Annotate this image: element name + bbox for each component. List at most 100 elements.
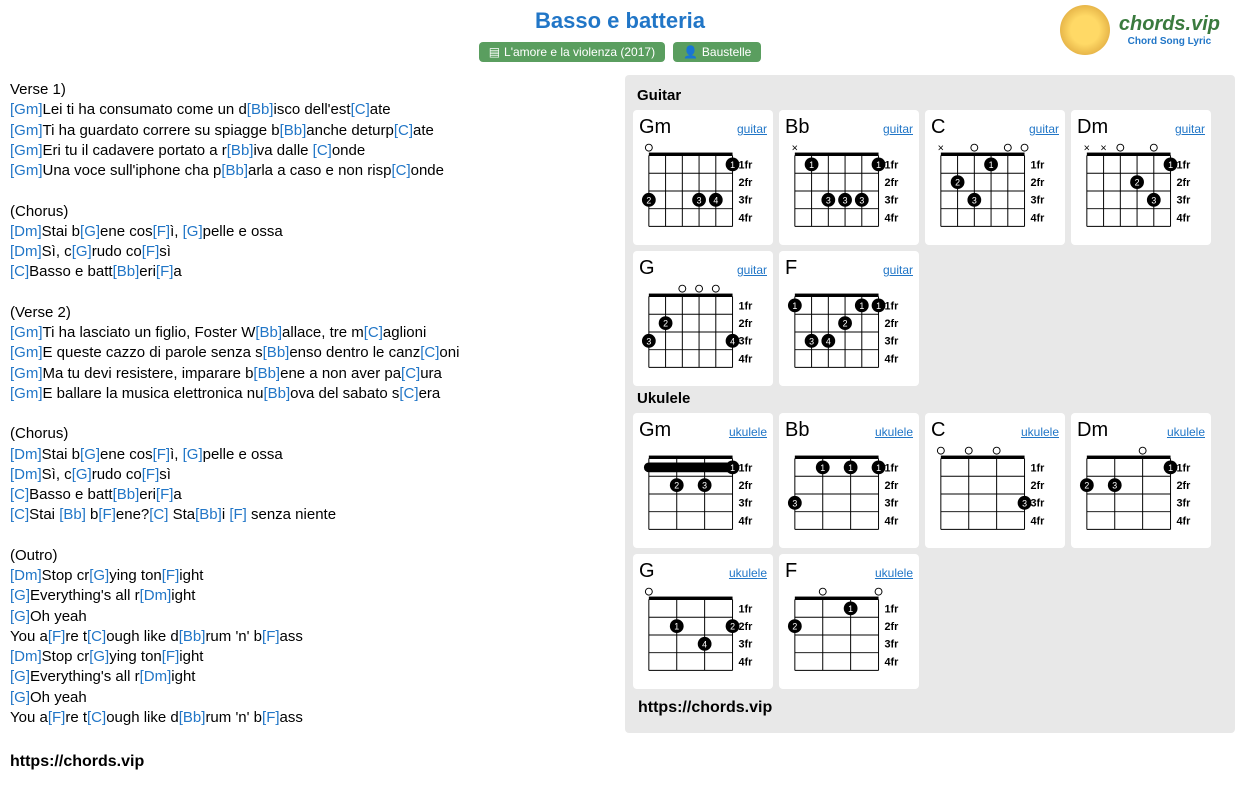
- chord-tag[interactable]: [C]: [87, 628, 106, 645]
- chord-tag[interactable]: [C]: [313, 142, 332, 159]
- svg-text:1: 1: [848, 604, 853, 614]
- chord-tag[interactable]: [F]: [262, 709, 280, 726]
- chord-tag[interactable]: [Gm]: [10, 385, 43, 402]
- chord-tag[interactable]: [F]: [153, 446, 171, 463]
- chord-tag[interactable]: [Bb]: [253, 365, 280, 382]
- svg-text:2: 2: [955, 178, 960, 188]
- chord-tag[interactable]: [Dm]: [10, 567, 42, 584]
- instrument-link[interactable]: guitar: [1175, 122, 1205, 136]
- chord-tag[interactable]: [F]: [48, 628, 66, 645]
- chord-tag[interactable]: [G]: [10, 689, 30, 706]
- chord-tag[interactable]: [Bb]: [227, 142, 254, 159]
- chord-tag[interactable]: [C]: [420, 344, 439, 361]
- chord-tag[interactable]: [Dm]: [10, 243, 42, 260]
- fretboard: 1fr2fr3fr4fr3: [931, 444, 1059, 539]
- chord-tag[interactable]: [Dm]: [10, 446, 42, 463]
- chord-tag[interactable]: [Dm]: [10, 648, 42, 665]
- chord-tag[interactable]: [Dm]: [10, 223, 42, 240]
- chord-tag[interactable]: [Bb]: [280, 122, 307, 139]
- chord-tag[interactable]: [F]: [48, 709, 66, 726]
- chord-tag[interactable]: [Bb]: [113, 486, 140, 503]
- chord-tag[interactable]: [G]: [183, 446, 203, 463]
- chord-tag[interactable]: [Bb]: [179, 709, 206, 726]
- chord-tag[interactable]: [F]: [156, 263, 174, 280]
- instrument-link[interactable]: guitar: [883, 122, 913, 136]
- chord-tag[interactable]: [Gm]: [10, 101, 43, 118]
- chord-tag[interactable]: [G]: [80, 223, 100, 240]
- chord-tag[interactable]: [C]: [149, 506, 168, 523]
- svg-text:1: 1: [989, 160, 994, 170]
- chord-tag[interactable]: [Bb]: [195, 506, 222, 523]
- chord-tag[interactable]: [G]: [10, 587, 30, 604]
- chord-tag[interactable]: [G]: [72, 243, 92, 260]
- chord-tag[interactable]: [C]: [87, 709, 106, 726]
- chord-tag[interactable]: [G]: [10, 608, 30, 625]
- instrument-link[interactable]: guitar: [737, 122, 767, 136]
- fretboard: 1fr2fr3fr4fr123: [1077, 444, 1205, 539]
- chord-tag[interactable]: [Dm]: [140, 668, 172, 685]
- chord-tag[interactable]: [F]: [162, 648, 180, 665]
- chord-tag[interactable]: [Dm]: [140, 587, 172, 604]
- chord-tag[interactable]: [F]: [156, 486, 174, 503]
- chord-tag[interactable]: [C]: [391, 162, 410, 179]
- chord-tag[interactable]: [Dm]: [10, 466, 42, 483]
- chord-tag[interactable]: [F]: [142, 243, 160, 260]
- chord-tag[interactable]: [Bb]: [221, 162, 248, 179]
- logo-top-text: chords.vip: [1119, 13, 1220, 36]
- chord-tag[interactable]: [C]: [10, 486, 29, 503]
- instrument-link[interactable]: ukulele: [875, 425, 913, 439]
- instrument-link[interactable]: ukulele: [729, 566, 767, 580]
- instrument-link[interactable]: guitar: [1029, 122, 1059, 136]
- chord-tag[interactable]: [F]: [262, 628, 280, 645]
- page-footer-url[interactable]: https://chords.vip: [0, 748, 1240, 786]
- chord-tag[interactable]: [Gm]: [10, 344, 43, 361]
- instrument-link[interactable]: ukulele: [875, 566, 913, 580]
- chord-tag[interactable]: [Bb]: [263, 344, 290, 361]
- chord-tag[interactable]: [Gm]: [10, 122, 43, 139]
- chord-tag[interactable]: [G]: [10, 668, 30, 685]
- chord-tag[interactable]: [Bb]: [247, 101, 274, 118]
- chord-tag[interactable]: [C]: [10, 263, 29, 280]
- instrument-link[interactable]: ukulele: [1167, 425, 1205, 439]
- chord-tag[interactable]: [F]: [153, 223, 171, 240]
- chord-tag[interactable]: [C]: [394, 122, 413, 139]
- chord-tag[interactable]: [C]: [364, 324, 383, 341]
- svg-text:1fr: 1fr: [738, 603, 753, 615]
- chord-tag[interactable]: [Bb]: [255, 324, 282, 341]
- artist-badge[interactable]: 👤Baustelle: [673, 42, 761, 62]
- chord-tag[interactable]: [G]: [72, 466, 92, 483]
- chord-tag[interactable]: [Gm]: [10, 365, 43, 382]
- chord-tag[interactable]: [G]: [89, 648, 109, 665]
- chord-tag[interactable]: [Bb]: [179, 628, 206, 645]
- instrument-link[interactable]: ukulele: [729, 425, 767, 439]
- chord-tag[interactable]: [Gm]: [10, 324, 43, 341]
- chord-tag[interactable]: [C]: [351, 101, 370, 118]
- instrument-link[interactable]: ukulele: [1021, 425, 1059, 439]
- chord-tag[interactable]: [F]: [229, 506, 247, 523]
- chord-tag[interactable]: [Bb]: [59, 506, 86, 523]
- logo-icon: [1060, 5, 1110, 55]
- chord-tag[interactable]: [Bb]: [113, 263, 140, 280]
- instrument-link[interactable]: guitar: [737, 263, 767, 277]
- chord-tag[interactable]: [Bb]: [263, 385, 290, 402]
- panel-footer-url[interactable]: https://chords.vip: [633, 699, 1227, 717]
- instrument-link[interactable]: guitar: [883, 263, 913, 277]
- chord-tag[interactable]: [C]: [10, 506, 29, 523]
- chord-tag[interactable]: [G]: [89, 567, 109, 584]
- chord-tag[interactable]: [C]: [401, 365, 420, 382]
- album-badge[interactable]: ▤L'amore e la violenza (2017): [479, 42, 665, 62]
- svg-text:4fr: 4fr: [1176, 515, 1191, 527]
- chord-tag[interactable]: [C]: [399, 385, 418, 402]
- chord-tag[interactable]: [F]: [98, 506, 116, 523]
- chord-tag[interactable]: [G]: [80, 446, 100, 463]
- chord-tag[interactable]: [G]: [183, 223, 203, 240]
- svg-text:1fr: 1fr: [738, 159, 753, 171]
- svg-text:2fr: 2fr: [738, 480, 753, 492]
- chord-tag[interactable]: [F]: [142, 466, 160, 483]
- svg-text:3fr: 3fr: [738, 639, 753, 651]
- chord-tag[interactable]: [F]: [162, 567, 180, 584]
- site-logo[interactable]: chords.vip Chord Song Lyric: [1050, 5, 1230, 60]
- chord-tag[interactable]: [Gm]: [10, 162, 43, 179]
- fretboard: 1fr2fr3fr4fr1113: [785, 444, 913, 539]
- chord-tag[interactable]: [Gm]: [10, 142, 43, 159]
